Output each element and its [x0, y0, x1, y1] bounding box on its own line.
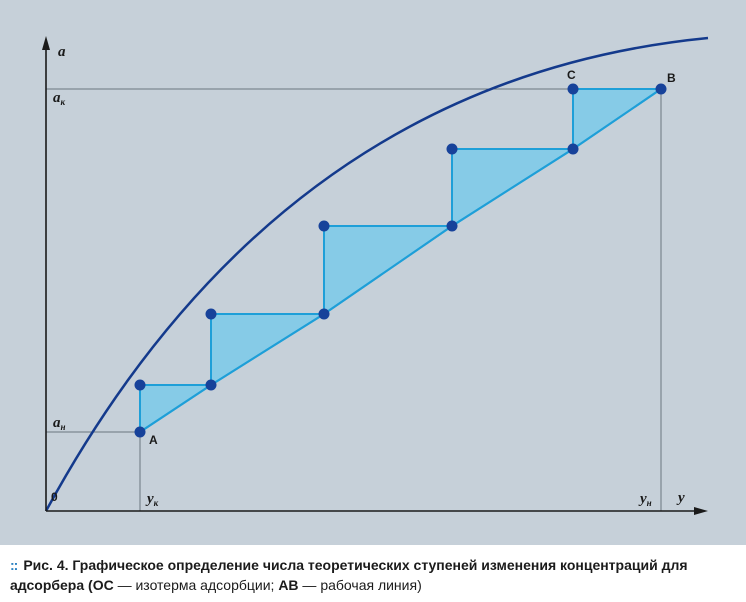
caption-ab: АВ	[278, 577, 299, 593]
caption-oc-text: — изотерма адсорбции;	[113, 577, 279, 593]
point-b-label: B	[667, 71, 676, 85]
y-axis-label: a	[58, 44, 66, 60]
y-n-label: yн	[638, 491, 652, 508]
point-markers	[134, 83, 667, 438]
marker	[318, 220, 330, 232]
marker	[205, 379, 217, 391]
working-line-ab	[139, 88, 662, 433]
y-axis-arrow-icon	[42, 36, 50, 50]
caption-bullet-icon: ::	[10, 557, 18, 573]
origin-label: 0	[51, 490, 58, 504]
a-k-label: aк	[53, 90, 66, 107]
figure-number: Рис. 4.	[23, 557, 69, 573]
adsorption-isotherm-curve	[44, 36, 709, 512]
marker	[655, 83, 667, 95]
x-axis-label: y	[676, 490, 685, 506]
figure-caption: :: Рис. 4. Графическое определение числа …	[10, 555, 740, 595]
point-a-label: A	[149, 433, 158, 447]
caption-main-text: Графическое определение числа теоретичес…	[10, 557, 688, 593]
marker	[567, 143, 579, 155]
marker	[446, 220, 458, 232]
caption-ab-text: — рабочая линия)	[298, 577, 422, 593]
marker	[446, 143, 458, 155]
x-axis-arrow-icon	[694, 507, 708, 515]
a-n-label: aн	[53, 415, 66, 432]
y-k-label: yк	[145, 491, 159, 508]
caption-oc: ОС	[92, 577, 114, 593]
staircase-diagram: a y 0 aк aн yк yн A B C	[0, 0, 746, 545]
marker	[318, 308, 330, 320]
marker	[134, 426, 146, 438]
point-c-label: C	[567, 68, 576, 82]
marker	[134, 379, 146, 391]
marker	[205, 308, 217, 320]
marker	[567, 83, 579, 95]
